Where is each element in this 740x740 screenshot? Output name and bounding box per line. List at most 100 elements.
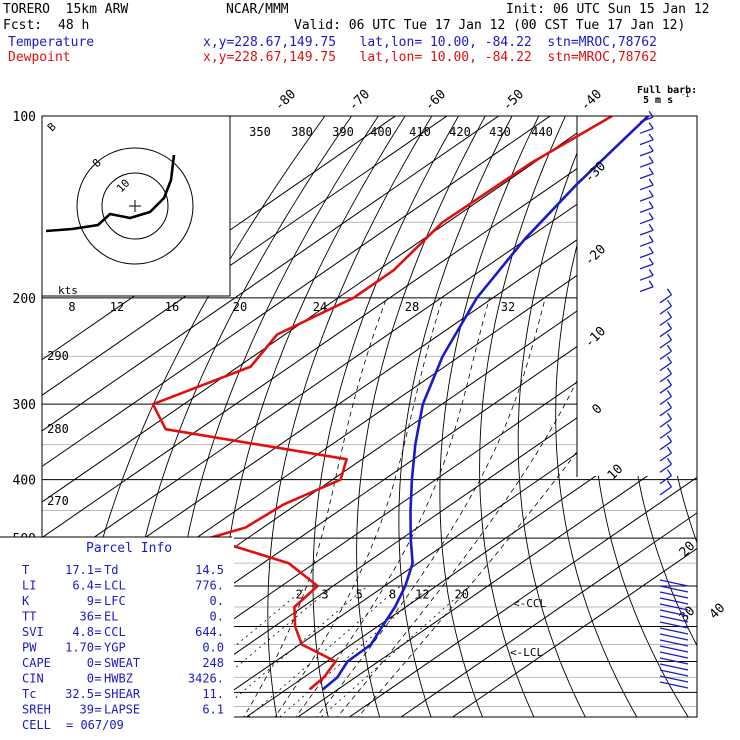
parcel-equals: =	[94, 610, 101, 624]
dry-adiabat	[398, 116, 513, 717]
parcel-key: Td	[104, 563, 118, 577]
wind-barb-feather	[648, 110, 654, 118]
barb-key-exponent: -1	[681, 91, 690, 99]
wind-barb-feather	[648, 189, 654, 197]
hodograph-speed-label: 16	[165, 300, 179, 314]
wind-barb	[659, 585, 689, 593]
wind-barb	[659, 395, 672, 406]
wind-barb	[659, 373, 672, 383]
parcel-value: 776.	[195, 579, 224, 593]
parcel-key: SVI	[22, 625, 44, 639]
theta-label: 390	[332, 125, 354, 139]
mixing-ratio-label: 8	[389, 588, 396, 602]
lcl-label: <-LCL	[510, 646, 543, 659]
parcel-equals: =	[94, 579, 101, 593]
barb-key-label: Full barb:	[637, 85, 698, 96]
pressure-tick-label: 300	[13, 398, 36, 413]
wind-barb	[639, 150, 654, 157]
mixing-ratio-line	[279, 585, 431, 717]
dry-adiabat	[439, 116, 540, 717]
parcel-key: SREH	[22, 703, 51, 717]
wind-barb-feather	[648, 178, 654, 186]
dry-adiabat	[517, 116, 593, 717]
parcel-cell-label: CELL	[22, 718, 51, 732]
parcel-value: 0	[87, 672, 94, 686]
hodograph-unit: kts	[58, 284, 78, 297]
parcel-value: 36	[80, 610, 94, 624]
pressure-tick-label: 400	[13, 474, 36, 489]
parcel-value: 0	[87, 656, 94, 670]
hodograph-speed-label: 20	[233, 300, 247, 314]
parcel-value: 17.1	[65, 563, 94, 577]
parcel-key: TT	[22, 610, 36, 624]
wind-barb-feather	[648, 280, 654, 288]
parcel-equals: =	[94, 656, 101, 670]
parcel-key: CCL	[104, 625, 126, 639]
isotherm	[42, 116, 448, 396]
forecast-hour: 48 h	[58, 18, 90, 33]
dry-adiabat	[356, 116, 486, 717]
model-title: TORERO 15km ARW	[3, 2, 129, 17]
isotherm-label-right: 40	[707, 601, 729, 623]
parcel-value: 39	[80, 703, 94, 717]
wind-barb-feather	[648, 257, 654, 265]
wind-barb	[659, 452, 672, 462]
wind-barb	[659, 621, 689, 629]
wind-barb	[659, 441, 672, 451]
parcel-equals: =	[94, 672, 101, 686]
wind-barb	[659, 328, 672, 338]
mixing-ratio-label: 20	[454, 588, 468, 602]
forecast-label: Fcst:	[3, 18, 43, 33]
wind-barb	[659, 669, 689, 677]
wind-barb	[659, 475, 672, 485]
wind-barb-feather	[666, 435, 673, 443]
wind-barb-feather	[666, 311, 673, 318]
dry-adiabat	[729, 88, 740, 732]
parcel-key: T	[22, 563, 29, 577]
wind-barb-feather	[666, 344, 673, 352]
wind-barb	[659, 463, 672, 473]
wind-barb	[639, 207, 654, 214]
ccl-label: <-CCL	[513, 597, 546, 610]
isotherm-label-top: -70	[346, 87, 373, 114]
mixing-ratio-line	[247, 585, 401, 717]
wind-barb	[639, 229, 654, 236]
parcel-value: 1.70	[65, 641, 94, 655]
wind-barb	[639, 218, 654, 225]
wind-barb-feather	[666, 480, 673, 488]
wind-barb	[659, 362, 672, 372]
valid-time: Valid: 06 UTC Tue 17 Jan 12 (00 CST Tue …	[294, 18, 686, 33]
wind-barb-feather	[666, 356, 673, 363]
isotherm	[451, 547, 697, 717]
parcel-info	[0, 536, 234, 727]
isotherm-label-top: -40	[578, 87, 605, 114]
wind-barb	[639, 286, 654, 293]
parcel-info-title: Parcel Info	[86, 541, 172, 556]
hodograph	[41, 115, 231, 297]
theta-label-left: 290	[47, 349, 69, 363]
init-time: Init: 06 UTC Sun 15 Jan 12	[506, 2, 710, 17]
wind-barb-feather	[666, 390, 673, 397]
theta-label: 430	[489, 125, 511, 139]
parcel-key: LI	[22, 579, 36, 593]
wind-barb	[639, 274, 654, 281]
moist-adiabat	[316, 297, 546, 717]
moist-adiabat	[274, 297, 444, 717]
parcel-equals: =	[94, 563, 101, 577]
wind-barb	[659, 615, 689, 623]
parcel-equals: =	[94, 703, 101, 717]
wind-barb	[659, 316, 672, 326]
wind-barb-feather	[648, 223, 654, 231]
parcel-equals: =	[94, 687, 101, 701]
theta-label-left: 280	[47, 422, 69, 436]
isotherm	[400, 512, 697, 717]
hodograph-speed-label: 12	[110, 300, 124, 314]
wind-barb	[659, 657, 689, 665]
wind-barb	[639, 116, 654, 123]
wind-barb	[659, 627, 689, 635]
wind-barb	[659, 339, 672, 349]
wind-barb	[639, 127, 654, 134]
wind-barb-feather	[648, 235, 654, 242]
right-mask	[577, 116, 697, 476]
